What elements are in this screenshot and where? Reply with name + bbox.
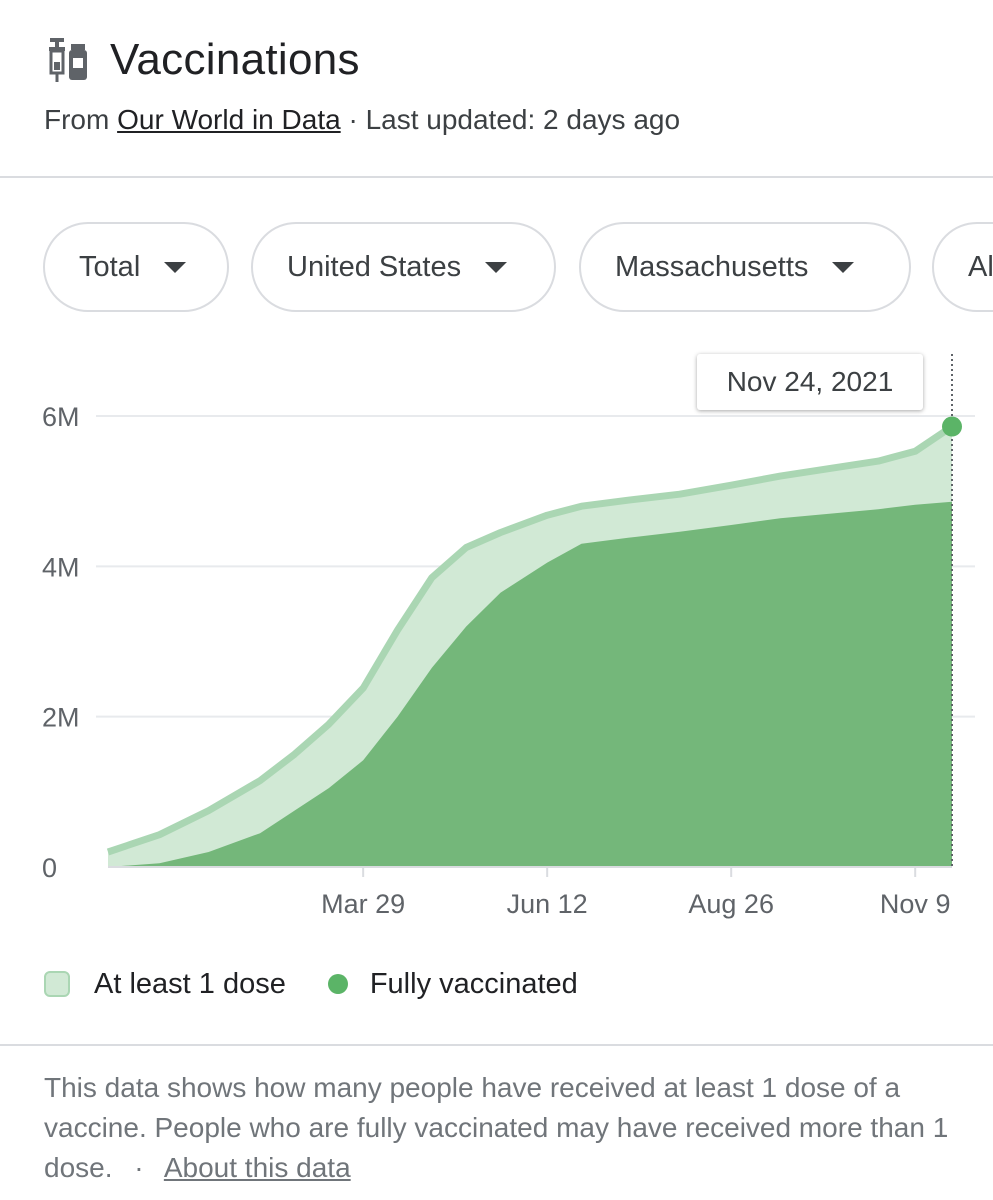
y-tick-label: 4M <box>42 552 80 582</box>
filter-chip-state[interactable]: Massachusetts <box>579 222 911 312</box>
x-tick-label: Jun 12 <box>507 889 588 919</box>
filter-chips: Total United States Massachusetts Al <box>0 222 993 316</box>
line-at-least-1-dose <box>106 423 954 856</box>
filter-chip-county[interactable]: Al <box>932 222 993 312</box>
source-link[interactable]: Our World in Data <box>117 104 341 135</box>
footnote-text: This data shows how many people have rec… <box>44 1072 949 1183</box>
title-row: Vaccinations <box>46 30 360 90</box>
legend-label-full: Fully vaccinated <box>369 967 578 1000</box>
filter-chip-country[interactable]: United States <box>251 222 556 312</box>
x-tick-label: Aug 26 <box>688 889 774 919</box>
y-tick-label: 2M <box>42 703 80 733</box>
filter-chip-label: Al <box>968 250 993 283</box>
source-prefix: From <box>44 104 110 135</box>
legend-divider <box>0 1044 993 1046</box>
filter-chip-label: United States <box>287 250 462 283</box>
source-separator: · <box>348 104 358 135</box>
date-tooltip: Nov 24, 2021 <box>697 354 923 410</box>
about-this-data-link[interactable]: About this data <box>163 1152 351 1183</box>
header-divider <box>0 176 993 178</box>
page-title: Vaccinations <box>110 35 360 84</box>
last-updated: Last updated: 2 days ago <box>365 104 681 135</box>
vaccination-chart[interactable]: 0 2M 4M 6M Mar 29 Jun 12 Aug 26 Nov 9 <box>0 330 993 930</box>
source-line: From Our World in Data · Last updated: 2… <box>44 104 680 136</box>
x-tick-label: Nov 9 <box>880 889 951 919</box>
footnote-separator: · <box>134 1152 144 1183</box>
legend-swatch-full <box>327 974 348 994</box>
legend-swatch-dose1 <box>44 971 70 997</box>
hover-marker <box>942 416 962 437</box>
filter-chip-metric[interactable]: Total <box>43 222 229 312</box>
tooltip-label: Nov 24, 2021 <box>726 366 894 397</box>
caret-down-icon <box>485 261 508 273</box>
data-footnote: This data shows how many people have rec… <box>44 1068 964 1188</box>
filter-chip-label: Massachusetts <box>615 250 809 283</box>
vaccine-icon <box>49 38 87 82</box>
vaccinations-header: Vaccinations From Our World in Data · La… <box>0 0 993 176</box>
filter-chip-label: Total <box>79 250 141 283</box>
y-tick-label: 6M <box>42 402 80 432</box>
y-tick-label: 0 <box>42 853 57 883</box>
area-fully-vaccinated <box>108 501 952 867</box>
chart-legend: At least 1 dose Fully vaccinated <box>44 962 578 1006</box>
x-tick-label: Mar 29 <box>321 889 405 919</box>
caret-down-icon <box>164 261 187 273</box>
legend-label-dose1: At least 1 dose <box>94 967 286 1000</box>
caret-down-icon <box>832 261 855 273</box>
